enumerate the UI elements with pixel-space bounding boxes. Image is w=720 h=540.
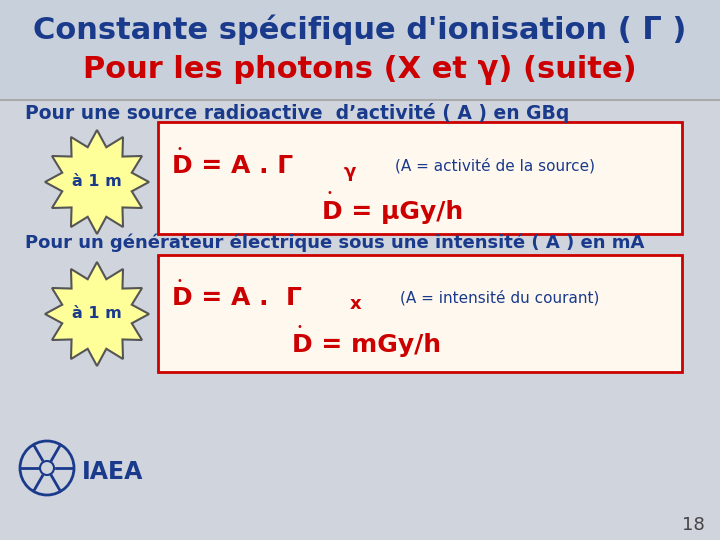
Text: •: • xyxy=(176,144,182,154)
Text: D = mGy/h: D = mGy/h xyxy=(292,333,441,357)
Text: à 1 m: à 1 m xyxy=(72,174,122,190)
Text: Pour une source radioactive  d’activité ( A ) en GBq: Pour une source radioactive d’activité (… xyxy=(25,103,570,123)
FancyBboxPatch shape xyxy=(158,122,682,234)
Text: 18: 18 xyxy=(683,516,705,534)
Text: (A = activité de la source): (A = activité de la source) xyxy=(395,158,595,174)
FancyBboxPatch shape xyxy=(0,0,720,100)
Polygon shape xyxy=(45,262,149,366)
FancyBboxPatch shape xyxy=(158,255,682,372)
Text: •: • xyxy=(326,188,332,198)
Text: Constante spécifique d'ionisation ( Γ ): Constante spécifique d'ionisation ( Γ ) xyxy=(33,15,687,45)
Text: •: • xyxy=(176,276,182,286)
Text: à 1 m: à 1 m xyxy=(72,307,122,321)
Text: D = A . Γ: D = A . Γ xyxy=(172,154,293,178)
Text: IAEA: IAEA xyxy=(82,460,143,484)
Polygon shape xyxy=(45,130,149,234)
Text: x: x xyxy=(350,295,361,313)
Text: γ: γ xyxy=(344,163,356,181)
Text: •: • xyxy=(296,322,302,332)
Text: Pour un générateur électrique sous une intensité ( A ) en mA: Pour un générateur électrique sous une i… xyxy=(25,234,644,252)
Text: (A = intensité du courant): (A = intensité du courant) xyxy=(400,291,599,306)
Text: Pour les photons (X et γ) (suite): Pour les photons (X et γ) (suite) xyxy=(84,55,636,85)
Text: D = μGy/h: D = μGy/h xyxy=(322,200,463,224)
Text: D = A .  Γ: D = A . Γ xyxy=(172,286,302,310)
